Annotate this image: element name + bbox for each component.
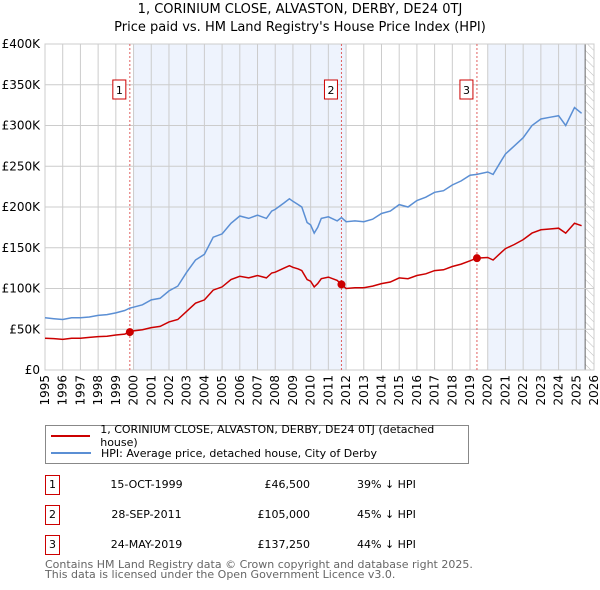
sale-badge xyxy=(459,79,474,100)
x-tick-label: 2017 xyxy=(428,375,442,406)
x-tick-label: 2008 xyxy=(268,375,282,406)
footer-line-1: Contains HM Land Registry data © Crown c… xyxy=(45,558,473,571)
transaction-badge: 2 xyxy=(45,505,60,525)
y-tick-label: £300K xyxy=(2,119,42,133)
legend-label-property: 1, CORINIUM CLOSE, ALVASTON, DERBY, DE24… xyxy=(100,423,435,449)
x-tick-label: 2010 xyxy=(304,375,318,406)
transaction-badge: 1 xyxy=(45,475,60,495)
x-tick-label: 1999 xyxy=(109,375,123,406)
legend-swatch-blue xyxy=(51,452,91,454)
x-tick-label: 2015 xyxy=(392,375,406,406)
sale-point xyxy=(472,254,481,263)
x-tick-label: 1997 xyxy=(73,375,87,406)
legend-swatch-red xyxy=(51,435,91,437)
x-tick-label: 2000 xyxy=(127,375,141,406)
transaction-badge: 3 xyxy=(45,535,60,555)
x-tick-label: 2018 xyxy=(445,375,459,406)
x-tick-label: 2001 xyxy=(144,375,158,406)
transaction-hpi-diff: 39% ↓ HPI xyxy=(357,478,416,491)
x-tick-label: 2007 xyxy=(251,375,265,406)
sale-badge-label: 2 xyxy=(327,84,334,97)
x-tick-label: 2021 xyxy=(498,375,512,406)
transaction-row: 1 15-OCT-1999 £46,500 39% ↓ HPI xyxy=(45,475,416,495)
x-tick-label: 2016 xyxy=(410,375,424,406)
x-tick-label: 1995 xyxy=(38,375,52,406)
transaction-price: £137,250 xyxy=(257,538,311,551)
y-tick-label: £200K xyxy=(2,200,42,214)
legend: 1, CORINIUM CLOSE, ALVASTON, DERBY, DE24… xyxy=(45,423,469,464)
x-tick-label: 2014 xyxy=(374,375,388,406)
y-tick-label: £150K xyxy=(2,241,42,255)
x-tick-label: 2012 xyxy=(339,375,353,406)
chart-subtitle: Price paid vs. HM Land Registry's House … xyxy=(114,20,486,35)
y-tick-label: £0 xyxy=(25,363,40,377)
property-price-line xyxy=(44,222,582,341)
footer-line-2: This data is licensed under the Open Gov… xyxy=(45,568,396,581)
y-tick-label: £100K xyxy=(2,282,42,296)
sale-badge xyxy=(323,79,338,100)
transaction-date: 28-SEP-2011 xyxy=(111,508,182,521)
transaction-row: 3 24-MAY-2019 £137,250 44% ↓ HPI xyxy=(45,535,416,555)
x-tick-label: 2024 xyxy=(552,375,566,406)
transaction-price: £105,000 xyxy=(257,508,311,521)
y-tick-label: £400K xyxy=(2,37,42,51)
x-tick-label: 2020 xyxy=(481,375,495,406)
hpi-line xyxy=(44,106,583,321)
transaction-price: £46,500 xyxy=(264,478,311,491)
sale-point xyxy=(337,280,346,289)
sale-badge xyxy=(112,79,127,100)
x-tick-label: 2003 xyxy=(180,375,194,406)
x-tick-label: 2013 xyxy=(357,375,371,406)
legend-item-hpi: HPI: Average price, detached house, City… xyxy=(51,445,377,461)
x-tick-label: 2002 xyxy=(162,375,176,406)
legend-item-property: 1, CORINIUM CLOSE, ALVASTON, DERBY, DE24… xyxy=(51,423,468,449)
sale-badge-label: 1 xyxy=(116,84,123,97)
x-tick-label: 2009 xyxy=(286,375,300,406)
x-tick-label: 2005 xyxy=(215,375,229,406)
x-tick-label: 2006 xyxy=(233,375,247,406)
y-tick-label: £50K xyxy=(9,322,41,336)
footer: Contains HM Land Registry data © Crown c… xyxy=(45,558,473,581)
transaction-date: 15-OCT-1999 xyxy=(110,478,183,491)
plot-border xyxy=(44,43,595,371)
x-tick-label: 1996 xyxy=(56,375,70,406)
x-tick-label: 2011 xyxy=(321,375,335,406)
legend-label-hpi: HPI: Average price, detached house, City… xyxy=(101,446,378,460)
transaction-hpi-diff: 44% ↓ HPI xyxy=(357,538,416,551)
x-tick-label: 2025 xyxy=(569,375,583,406)
transaction-date: 24-MAY-2019 xyxy=(110,538,183,551)
x-tick-label: 2004 xyxy=(197,375,211,406)
x-tick-label: 2019 xyxy=(463,375,477,406)
sale-badge-label: 3 xyxy=(463,84,470,97)
chart-title: 1, CORINIUM CLOSE, ALVASTON, DERBY, DE24… xyxy=(137,2,463,17)
x-tick-label: 1998 xyxy=(91,375,105,406)
transaction-hpi-diff: 45% ↓ HPI xyxy=(357,508,416,521)
x-tick-label: 2022 xyxy=(516,375,530,406)
y-tick-label: £350K xyxy=(2,78,42,92)
x-tick-label: 2026 xyxy=(587,375,600,406)
price-chart: 1995 1996 1997 1998 1999 2000 2001 2002 2003 2004… xyxy=(2,37,600,406)
x-tick-label: 2023 xyxy=(534,375,548,406)
transaction-row: 2 28-SEP-2011 £105,000 45% ↓ HPI xyxy=(45,505,416,525)
sale-point xyxy=(125,328,134,337)
y-tick-label: £250K xyxy=(2,159,42,173)
